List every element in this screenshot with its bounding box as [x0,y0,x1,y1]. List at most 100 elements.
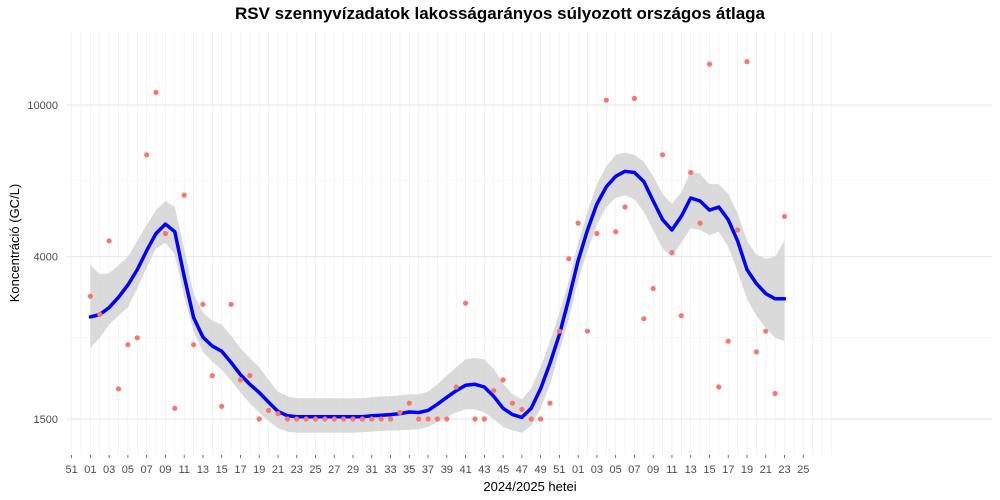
smooth-line [88,169,787,420]
x-tick-label: 47 [516,464,528,476]
data-point [744,59,750,65]
data-point [303,416,309,422]
data-point [772,390,778,397]
data-point [453,384,459,390]
data-point [191,342,197,348]
x-axis-ticks: 51 01 03 05 07 09 11 13 15 17 19 21 23 25 27 29 31 33 35 37… [65,455,809,476]
data-point [134,335,140,341]
data-point [228,301,234,307]
data-point [97,311,103,318]
x-tick-label: 49 [534,464,546,476]
x-tick-label: 17 [722,464,734,476]
data-point [219,403,225,409]
data-point [603,97,609,103]
data-point [716,384,722,390]
data-point [547,400,553,406]
x-tick-label: 37 [422,464,434,476]
x-tick-label: 51 [65,464,77,476]
smooth-line-group [88,169,787,420]
data-point [256,416,262,422]
data-point [660,152,666,158]
data-point [613,229,619,235]
x-tick-label: 03 [103,464,115,476]
data-point [181,192,187,198]
x-tick-label: 15 [703,464,715,476]
y-axis-ticks: 1500 4000 10000 [27,100,58,426]
x-tick-label: 45 [497,464,509,476]
x-axis-title: 2024/2025 hetei [483,479,576,494]
x-tick-label: 01 [84,464,96,476]
data-point [312,416,319,422]
x-tick-label: 09 [647,464,659,476]
data-point [481,416,487,422]
data-point [566,256,572,262]
data-point [688,169,694,176]
data-point [369,416,375,422]
data-point [172,405,178,411]
y-tick-label: 10000 [27,100,58,112]
x-tick-label: 11 [666,464,677,476]
data-point [200,301,206,307]
data-point [678,313,684,319]
x-tick-label: 05 [610,464,622,476]
data-point [753,349,760,355]
data-point [359,416,365,422]
x-tick-label: 29 [347,464,359,476]
data-point [650,285,656,292]
data-point [144,152,150,158]
data-point [416,416,422,422]
data-point [397,409,403,416]
data-point [209,373,215,379]
x-tick-label: 21 [760,464,772,476]
data-point [491,388,497,394]
x-tick-label: 27 [328,464,340,476]
x-tick-label: 07 [141,464,153,476]
data-point [125,342,131,348]
data-point [472,416,478,422]
data-point [528,416,534,422]
data-point [594,230,600,237]
data-point [622,204,628,210]
data-point [331,416,337,422]
data-point [463,300,469,306]
data-point [434,416,440,422]
x-tick-label: 13 [685,464,697,476]
data-point [444,416,450,422]
x-tick-label: 07 [628,464,640,476]
data-point [706,61,713,67]
data-point [350,416,356,422]
chart-title: RSV szennyvízadatok lakosságarányos súly… [234,4,765,23]
plot-background [66,32,992,455]
y-axis-title: Koncentráció (GC/L) [7,184,22,303]
x-tick-label: 25 [797,464,809,476]
x-tick-label: 03 [591,464,603,476]
data-point [763,328,769,334]
x-tick-label: 35 [403,464,415,476]
data-point [500,377,506,383]
x-tick-label: 51 [553,464,565,476]
data-point [519,406,525,412]
data-point [247,373,253,379]
data-point [162,230,168,237]
data-point [341,416,347,422]
data-point [87,293,93,299]
x-tick-label: 19 [741,464,753,476]
x-tick-label: 19 [253,464,265,476]
data-point [584,328,591,334]
x-tick-label: 25 [309,464,321,476]
data-point [697,220,703,226]
x-tick-label: 21 [272,464,284,476]
data-point [115,386,122,392]
x-tick-label: 09 [159,464,171,476]
data-point [631,95,638,102]
x-tick-label: 05 [122,464,134,476]
data-point [735,227,741,233]
x-tick-label: 23 [778,464,790,476]
data-point [509,400,516,406]
data-point [725,338,731,344]
data-point [406,400,412,406]
data-point [387,416,394,422]
data-point [106,238,112,244]
x-tick-label: 15 [216,464,228,476]
